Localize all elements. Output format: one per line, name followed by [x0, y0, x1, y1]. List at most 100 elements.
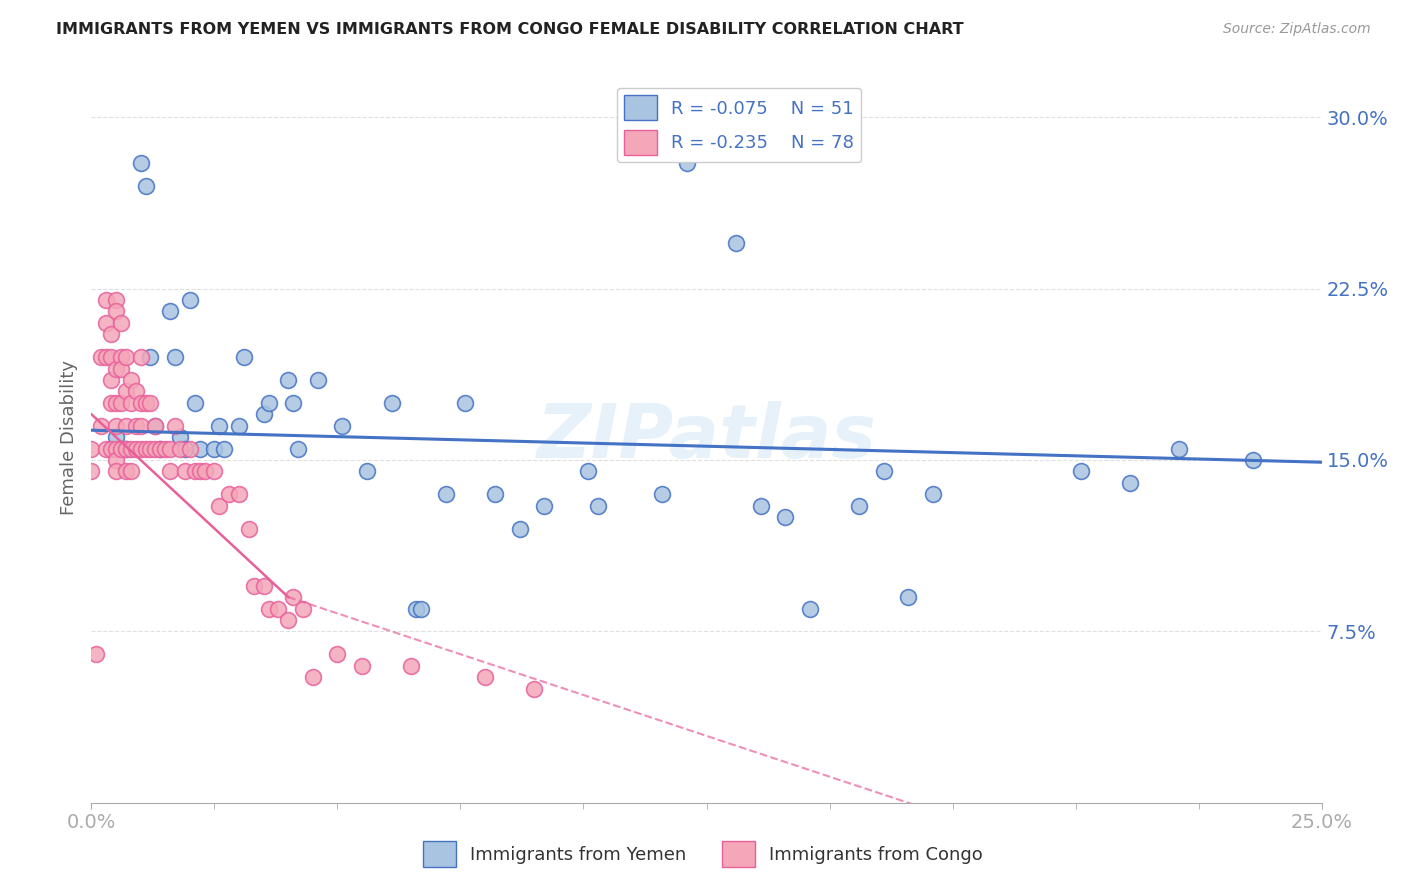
Point — [163, 350, 186, 364]
Point — [291, 601, 314, 615]
Point — [872, 464, 894, 478]
Point — [922, 487, 945, 501]
Point — [163, 418, 186, 433]
Point — [139, 396, 162, 410]
Text: Source: ZipAtlas.com: Source: ZipAtlas.com — [1223, 22, 1371, 37]
Legend: Immigrants from Yemen, Immigrants from Congo: Immigrants from Yemen, Immigrants from C… — [416, 834, 990, 874]
Point — [380, 396, 402, 410]
Point — [183, 464, 207, 478]
Point — [124, 442, 146, 456]
Point — [330, 418, 353, 433]
Point — [96, 316, 117, 330]
Point — [725, 235, 748, 250]
Point — [576, 464, 599, 478]
Point — [149, 442, 172, 456]
Point — [129, 442, 152, 456]
Point — [120, 396, 142, 410]
Point — [100, 373, 122, 387]
Point — [232, 350, 256, 364]
Point — [100, 350, 122, 364]
Point — [1241, 453, 1264, 467]
Point — [120, 373, 142, 387]
Point — [129, 396, 152, 410]
Point — [114, 418, 138, 433]
Point — [105, 418, 127, 433]
Point — [1069, 464, 1091, 478]
Point — [145, 442, 166, 456]
Point — [110, 316, 132, 330]
Point — [749, 499, 772, 513]
Point — [202, 442, 225, 456]
Point — [301, 670, 323, 684]
Point — [145, 418, 166, 433]
Point — [169, 442, 191, 456]
Point — [129, 350, 152, 364]
Point — [484, 487, 506, 501]
Text: IMMIGRANTS FROM YEMEN VS IMMIGRANTS FROM CONGO FEMALE DISABILITY CORRELATION CHA: IMMIGRANTS FROM YEMEN VS IMMIGRANTS FROM… — [56, 22, 965, 37]
Point — [96, 442, 117, 456]
Point — [105, 304, 127, 318]
Point — [110, 361, 132, 376]
Point — [110, 396, 132, 410]
Point — [105, 361, 127, 376]
Point — [114, 464, 138, 478]
Point — [253, 407, 276, 421]
Point — [253, 579, 276, 593]
Point — [588, 499, 610, 513]
Point — [773, 510, 796, 524]
Point — [114, 350, 138, 364]
Point — [174, 442, 197, 456]
Point — [105, 464, 127, 478]
Point — [139, 442, 162, 456]
Point — [238, 521, 260, 535]
Point — [90, 418, 112, 433]
Point — [212, 442, 235, 456]
Point — [228, 418, 250, 433]
Point — [188, 464, 211, 478]
Point — [267, 601, 290, 615]
Point — [86, 647, 108, 661]
Point — [183, 396, 207, 410]
Point — [326, 647, 349, 661]
Point — [105, 430, 127, 444]
Point — [1167, 442, 1189, 456]
Point — [114, 442, 138, 456]
Point — [405, 601, 427, 615]
Point — [242, 579, 264, 593]
Point — [135, 442, 156, 456]
Point — [277, 613, 299, 627]
Text: ZIPatlas: ZIPatlas — [537, 401, 876, 474]
Point — [651, 487, 673, 501]
Point — [120, 442, 142, 456]
Point — [135, 178, 156, 193]
Point — [208, 499, 231, 513]
Point — [509, 521, 531, 535]
Point — [145, 418, 166, 433]
Point — [307, 373, 329, 387]
Point — [90, 350, 112, 364]
Point — [105, 293, 127, 307]
Point — [110, 350, 132, 364]
Point — [434, 487, 457, 501]
Point — [281, 590, 304, 604]
Point — [208, 418, 231, 433]
Point — [110, 442, 132, 456]
Point — [799, 601, 821, 615]
Legend: R = -0.075    N = 51, R = -0.235    N = 78: R = -0.075 N = 51, R = -0.235 N = 78 — [617, 87, 862, 162]
Point — [80, 442, 103, 456]
Point — [352, 658, 374, 673]
Point — [159, 304, 181, 318]
Point — [100, 327, 122, 342]
Point — [159, 464, 181, 478]
Point — [897, 590, 920, 604]
Point — [105, 453, 127, 467]
Point — [139, 350, 162, 364]
Point — [218, 487, 240, 501]
Point — [848, 499, 870, 513]
Point — [281, 396, 304, 410]
Point — [114, 384, 138, 399]
Point — [188, 442, 211, 456]
Point — [179, 442, 201, 456]
Point — [523, 681, 546, 696]
Y-axis label: Female Disability: Female Disability — [59, 359, 77, 515]
